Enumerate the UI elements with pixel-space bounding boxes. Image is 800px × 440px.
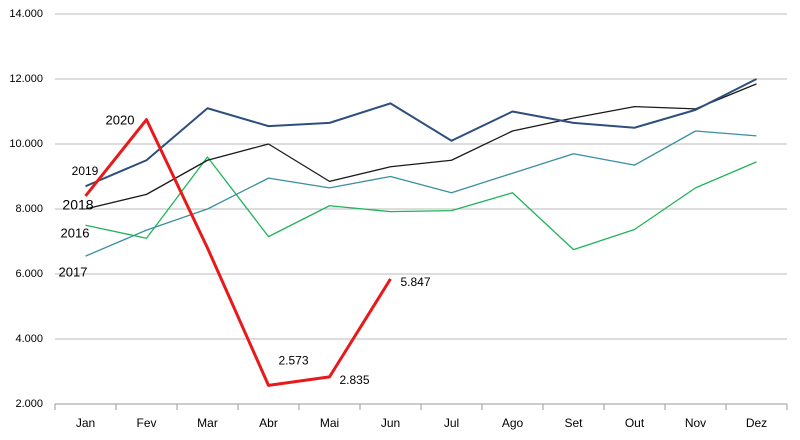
series-line xyxy=(85,78,757,188)
series-line xyxy=(84,118,392,387)
x-tick-label: Jan xyxy=(76,416,95,430)
y-tick-label: 4.000 xyxy=(15,333,43,345)
y-tick-label: 14.000 xyxy=(9,8,43,20)
x-tick-label: Mai xyxy=(320,416,339,430)
x-tick-label: Mar xyxy=(197,416,218,430)
y-tick-label: 12.000 xyxy=(9,73,43,85)
x-tick-label: Abr xyxy=(259,416,278,430)
series-label: 2020 xyxy=(106,112,135,127)
series-line xyxy=(85,156,757,251)
data-label: 2.835 xyxy=(340,373,370,387)
series-line xyxy=(85,83,757,210)
x-tick-label: Jun xyxy=(381,416,400,430)
y-tick-label: 10.000 xyxy=(9,138,43,150)
series-label: 2017 xyxy=(59,264,88,279)
x-tick-label: Ago xyxy=(502,416,524,430)
data-label: 5.847 xyxy=(401,275,431,289)
data-label: 2.573 xyxy=(279,354,309,368)
series-label: 2019 xyxy=(72,164,99,178)
series-label: 2018 xyxy=(62,197,93,213)
series-line xyxy=(85,130,757,257)
x-tick-label: Dez xyxy=(746,416,767,430)
y-tick-label: 2.000 xyxy=(15,398,43,410)
x-tick-label: Out xyxy=(625,416,645,430)
y-tick-label: 8.000 xyxy=(15,203,43,215)
series-label: 2016 xyxy=(61,225,90,240)
x-tick-label: Jul xyxy=(444,416,459,430)
x-tick-label: Fev xyxy=(136,416,156,430)
x-tick-label: Set xyxy=(564,416,583,430)
x-tick-label: Nov xyxy=(685,416,706,430)
y-tick-label: 6.000 xyxy=(15,268,43,280)
